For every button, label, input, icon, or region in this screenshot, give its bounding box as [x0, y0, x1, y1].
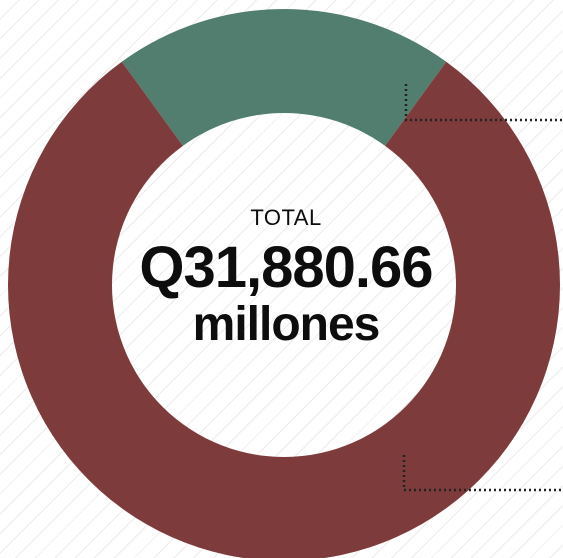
leader-line-top	[404, 84, 563, 122]
donut-slice-2	[8, 61, 560, 558]
total-label: TOTAL	[250, 205, 322, 230]
total-value: Q31,880.66	[139, 235, 433, 300]
leader-line-bottom	[402, 455, 563, 492]
center-label: TOTAL Q31,880.66 millones	[100, 205, 472, 351]
donut-slices	[8, 9, 560, 558]
total-unit: millones	[192, 298, 381, 351]
donut-slice-1	[121, 9, 447, 146]
